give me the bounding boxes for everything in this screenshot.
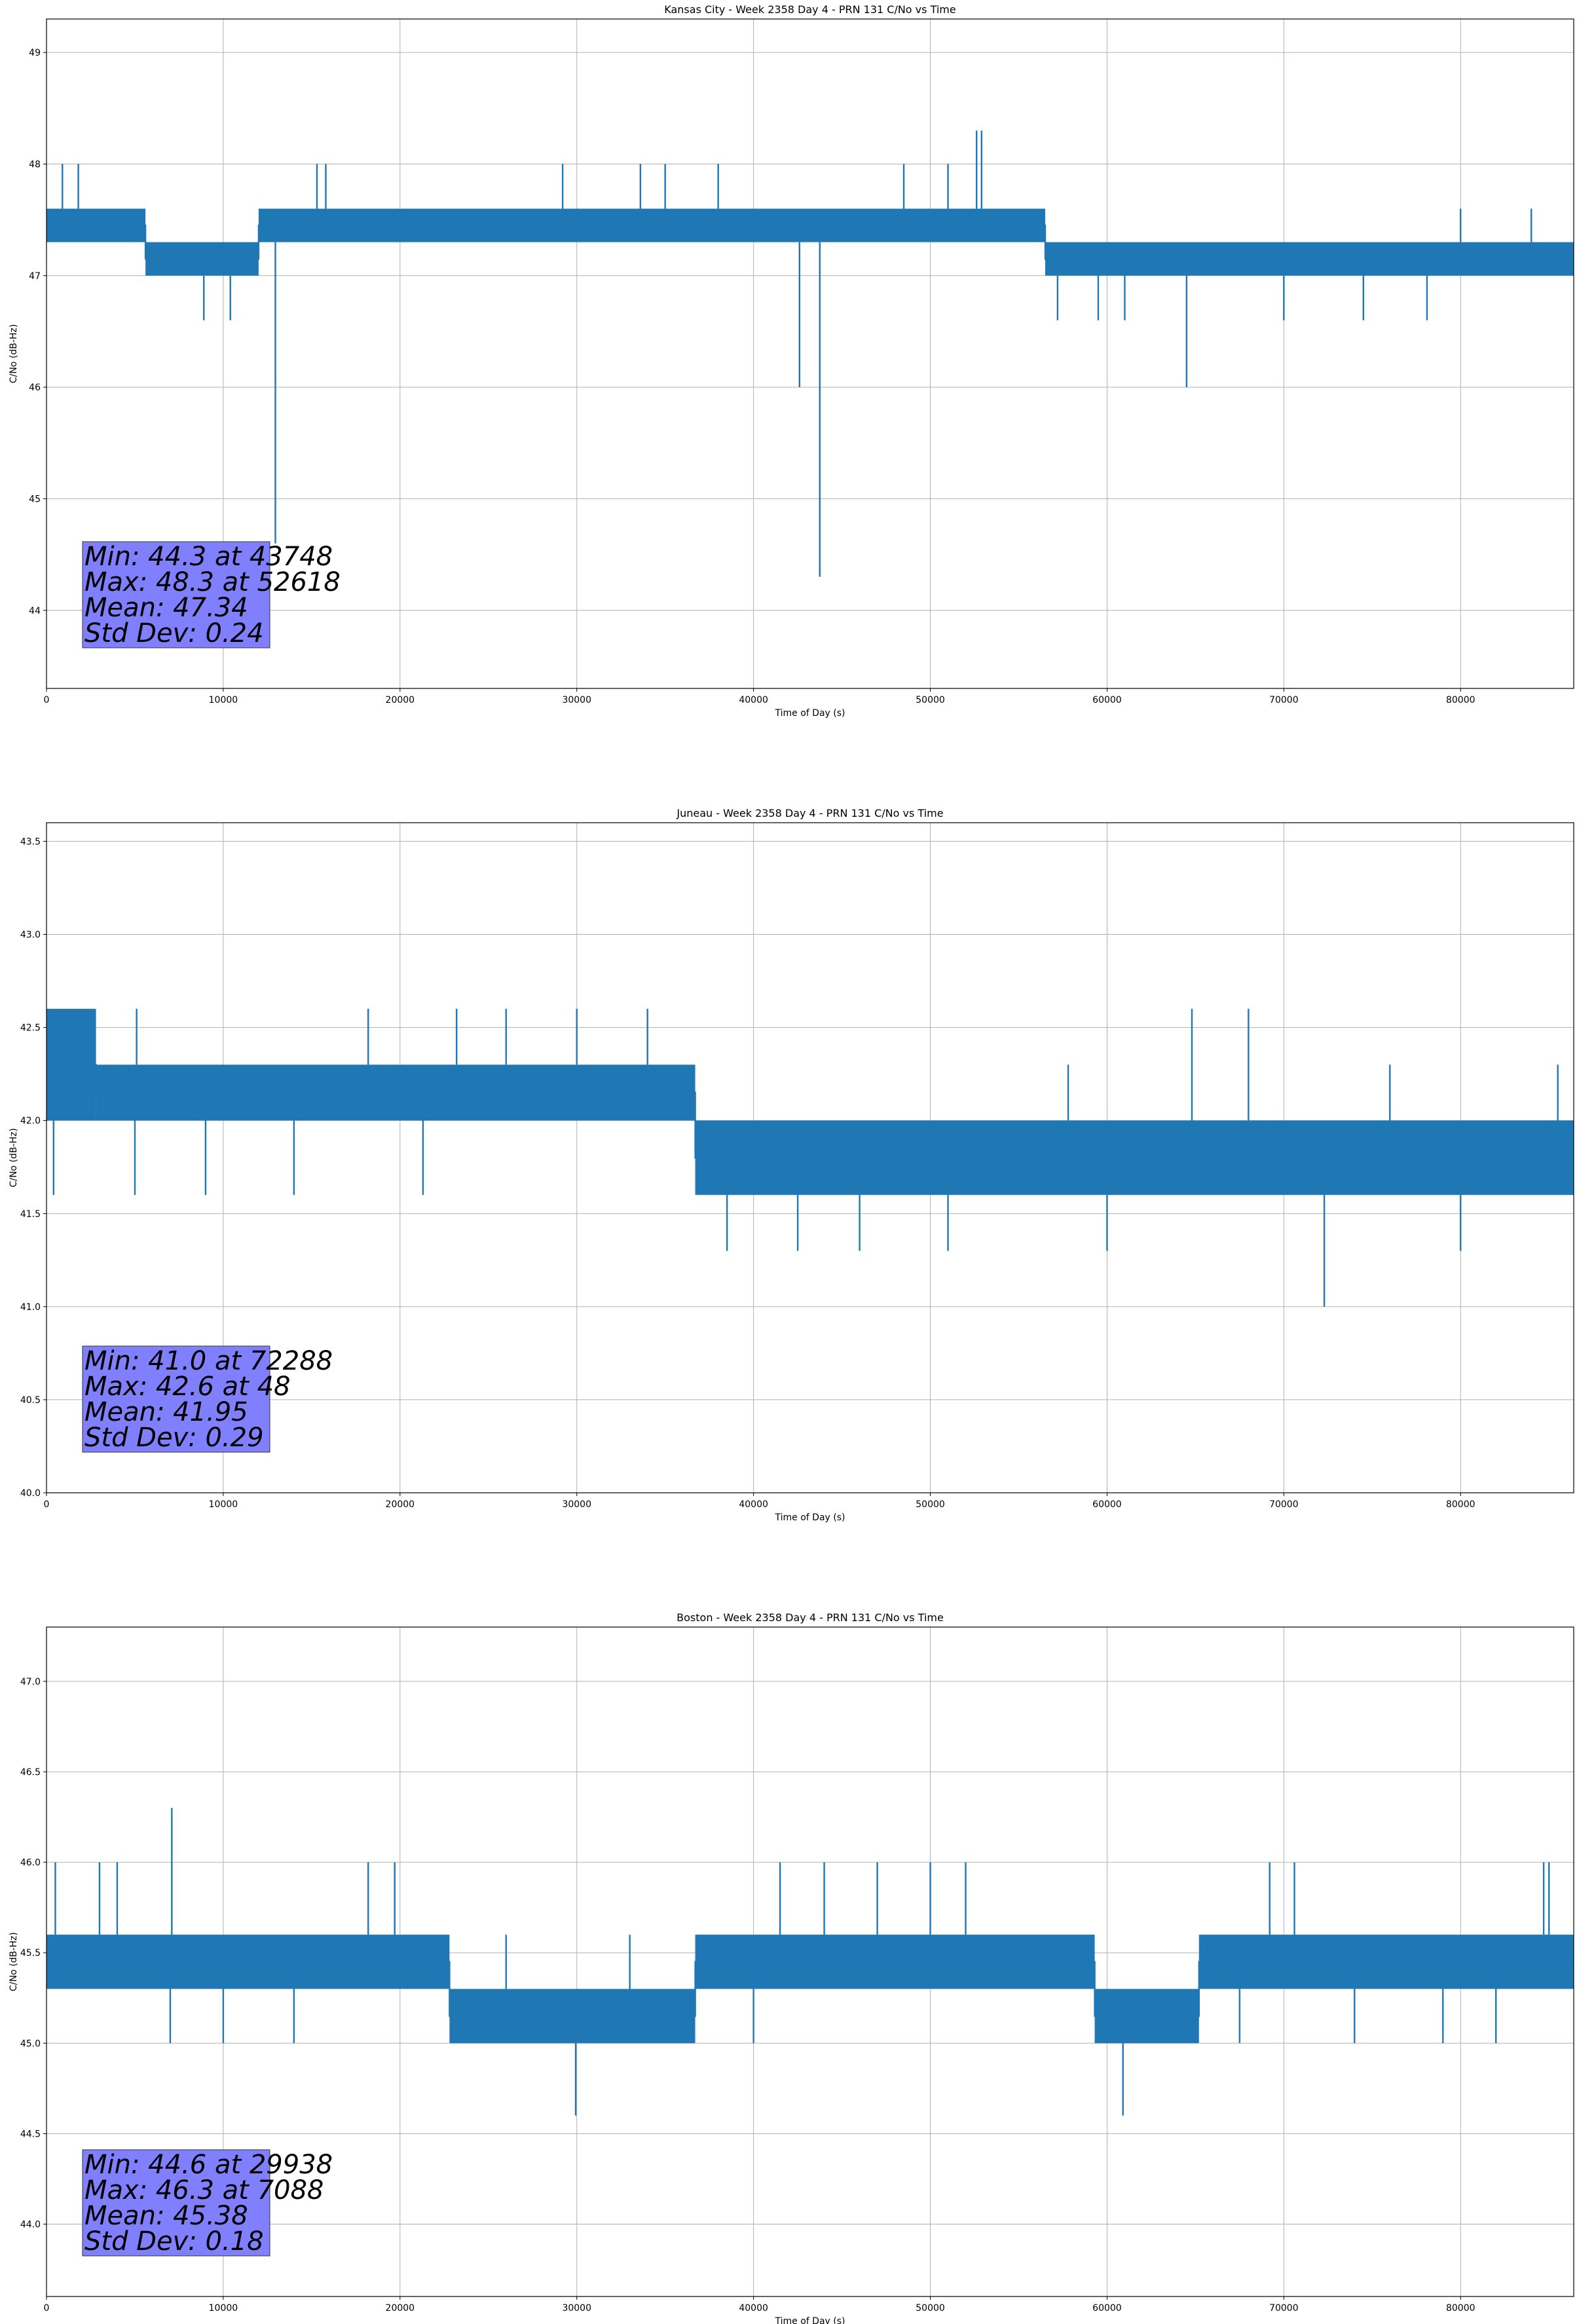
chart-panel-0: 0 10000 20000 30000 40000 50000 60000 70000 8000… <box>9 3 1574 719</box>
axes-frame <box>46 18 1574 689</box>
x-tick-label: 50000 <box>916 695 945 705</box>
x-tick-label: 0 <box>44 2303 50 2314</box>
y-tick-label: 46.5 <box>20 1767 41 1778</box>
axes-frame <box>46 822 1574 1493</box>
x-tick-label: 30000 <box>562 2303 591 2314</box>
x-tick-label: 0 <box>44 695 50 705</box>
y-tick-label: 47.0 <box>20 1677 41 1687</box>
y-tick-label: 45.0 <box>20 2038 41 2049</box>
x-tick-label: 10000 <box>209 1499 238 1510</box>
x-tick-label: 80000 <box>1446 2303 1475 2314</box>
data-trace <box>46 1960 1574 2017</box>
data-trace <box>46 224 1574 260</box>
y-tick-label: 41.0 <box>20 1302 41 1313</box>
x-tick-label: 40000 <box>739 2303 768 2314</box>
y-tick-label: 45.5 <box>20 1948 41 1959</box>
x-axis-label: Time of Day (s) <box>775 708 845 719</box>
x-tick-label: 80000 <box>1446 1499 1475 1510</box>
stats-line: Max: 46.3 at 7088 <box>84 2175 324 2205</box>
y-axis-label: C/No (dB-Hz) <box>9 324 19 383</box>
y-tick-label: 40.0 <box>20 1488 41 1499</box>
y-tick-label: 46 <box>29 383 41 393</box>
y-tick-label: 44 <box>29 606 41 616</box>
x-tick-label: 70000 <box>1269 695 1299 705</box>
x-tick-label: 80000 <box>1446 695 1475 705</box>
stats-line: Max: 42.6 at 48 <box>84 1372 290 1402</box>
x-tick-label: 20000 <box>386 1499 415 1510</box>
x-tick-label: 70000 <box>1269 1499 1299 1510</box>
stats-line: Max: 48.3 at 52618 <box>84 567 341 597</box>
stats-line: Mean: 47.34 <box>84 593 248 623</box>
x-tick-label: 30000 <box>562 1499 591 1510</box>
stats-line: Std Dev: 0.18 <box>84 2226 264 2257</box>
x-tick-label: 40000 <box>739 1499 768 1510</box>
x-tick-label: 20000 <box>386 695 415 705</box>
y-tick-label: 42.5 <box>20 1023 41 1034</box>
chart-title: Juneau - Week 2358 Day 4 - PRN 131 C/No … <box>676 807 943 819</box>
y-axis-label: C/No (dB-Hz) <box>9 1128 19 1187</box>
x-tick-label: 60000 <box>1092 695 1122 705</box>
y-axis-label: C/No (dB-Hz) <box>9 1932 19 1991</box>
data-trace <box>46 1064 1574 1159</box>
y-tick-label: 41.5 <box>20 1209 41 1220</box>
chart-title: Kansas City - Week 2358 Day 4 - PRN 131 … <box>664 3 955 16</box>
chart-panel-1: 0 10000 20000 30000 40000 50000 60000 70000 8000… <box>9 807 1574 1523</box>
x-tick-label: 40000 <box>739 695 768 705</box>
chart-title: Boston - Week 2358 Day 4 - PRN 131 C/No … <box>677 1611 944 1624</box>
x-tick-label: 10000 <box>209 695 238 705</box>
stats-line: Min: 44.3 at 43748 <box>84 542 333 572</box>
stats-box <box>82 1345 270 1453</box>
x-tick-label: 50000 <box>916 1499 945 1510</box>
stats-line: Mean: 45.38 <box>84 2201 248 2231</box>
y-tick-label: 45 <box>29 494 41 504</box>
stats-box <box>82 541 270 648</box>
axes-frame <box>46 1626 1574 2297</box>
x-tick-label: 20000 <box>386 2303 415 2314</box>
stats-line: Mean: 41.95 <box>84 1397 248 1427</box>
x-axis-label: Time of Day (s) <box>775 2316 845 2324</box>
x-axis-label: Time of Day (s) <box>775 1512 845 1523</box>
y-tick-label: 49 <box>29 48 41 58</box>
x-tick-label: 50000 <box>916 2303 945 2314</box>
y-tick-label: 42.0 <box>20 1116 41 1127</box>
y-tick-label: 44.0 <box>20 2220 41 2230</box>
y-tick-label: 43.5 <box>20 836 41 847</box>
y-tick-label: 43.0 <box>20 930 41 941</box>
stats-line: Min: 44.6 at 29938 <box>84 2150 333 2180</box>
y-tick-label: 47 <box>29 271 41 282</box>
x-tick-label: 70000 <box>1269 2303 1299 2314</box>
plot-area <box>46 19 1574 688</box>
stats-line: Std Dev: 0.24 <box>84 618 264 648</box>
x-tick-label: 30000 <box>562 695 591 705</box>
x-tick-label: 0 <box>44 1499 50 1510</box>
y-tick-label: 46.0 <box>20 1858 41 1868</box>
stats-line: Min: 41.0 at 72288 <box>84 1346 333 1376</box>
y-tick-label: 44.5 <box>20 2129 41 2139</box>
x-tick-label: 60000 <box>1092 1499 1122 1510</box>
stats-box <box>82 2149 270 2257</box>
stats-line: Std Dev: 0.29 <box>84 1423 264 1453</box>
x-tick-label: 10000 <box>209 2303 238 2314</box>
chart-panel-2: 0 10000 20000 30000 40000 50000 60000 70000 8000… <box>9 1611 1574 2324</box>
y-tick-label: 40.5 <box>20 1395 41 1406</box>
x-tick-label: 60000 <box>1092 2303 1122 2314</box>
y-tick-label: 48 <box>29 159 41 170</box>
